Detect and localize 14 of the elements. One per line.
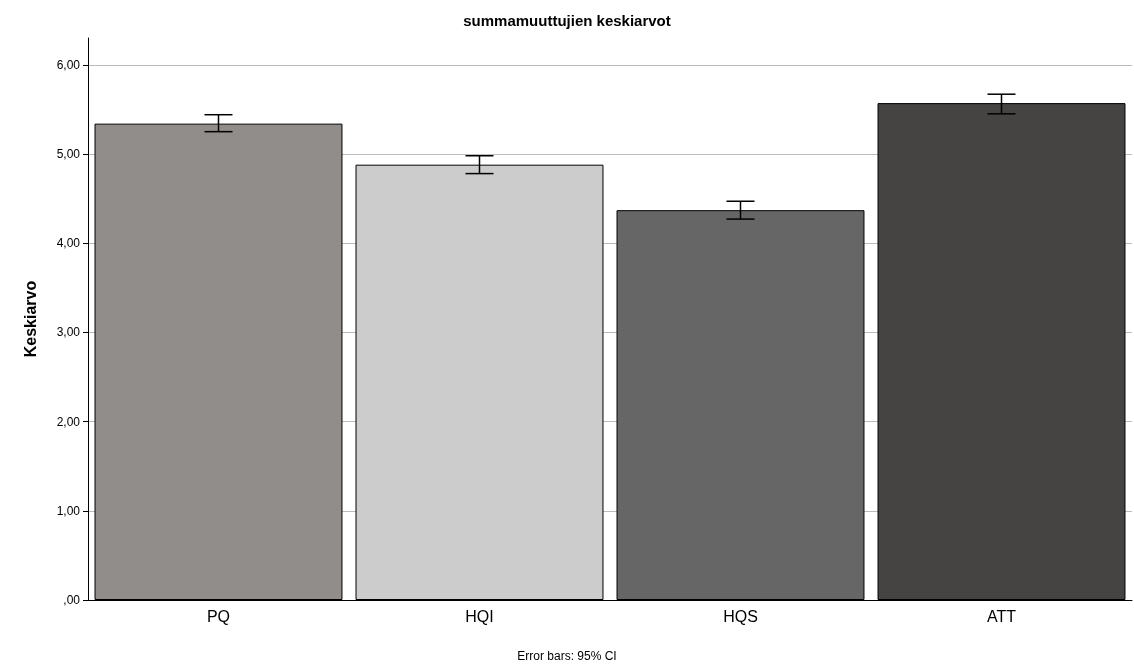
x-tick-label: HQS xyxy=(723,607,758,625)
y-tick-label: ,00 xyxy=(63,593,81,607)
y-axis-title: Keskiarvo xyxy=(21,280,39,358)
y-tick-label: 5,00 xyxy=(56,146,81,161)
y-tick-label: 4,00 xyxy=(56,236,81,251)
y-tick-label: 3,00 xyxy=(56,325,81,340)
y-tick-label: 6,00 xyxy=(56,57,81,72)
text: Error bars: 95% CI xyxy=(517,649,617,663)
y-tick-label: 2,00 xyxy=(56,414,81,429)
chart-title: summamuuttujien keskiarvot xyxy=(463,12,671,29)
y-tick-label: 1,00 xyxy=(56,503,81,518)
x-tick-label: PQ xyxy=(206,607,231,625)
x-tick-label: HQI xyxy=(465,607,494,625)
x-tick-label: ATT xyxy=(986,607,1017,625)
